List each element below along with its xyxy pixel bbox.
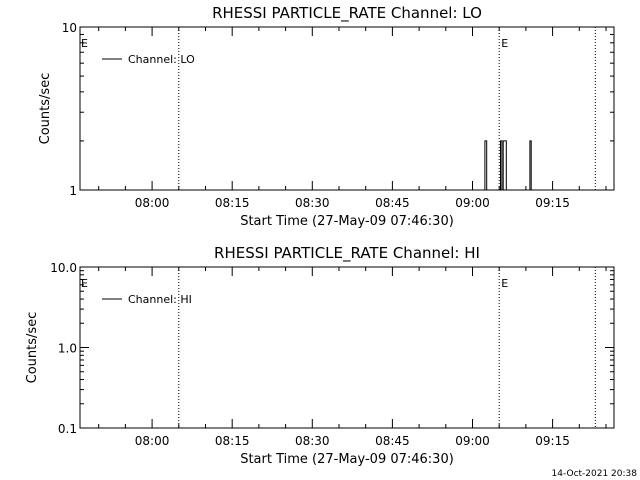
hi-y-tick-label: 10.0 xyxy=(50,261,77,275)
lo-x-tick-label: 08:15 xyxy=(215,196,250,210)
hi-y-axis-label: Counts/sec xyxy=(25,312,40,384)
lo-series-line xyxy=(483,140,532,191)
lo-legend-label: Channel: LO xyxy=(128,53,195,66)
hi-event-marker-label: E xyxy=(501,277,508,290)
hi-y-tick-label: 1.0 xyxy=(58,342,77,356)
lo-x-tick-label: 08:00 xyxy=(135,196,170,210)
lo-y-tick-label: 1 xyxy=(69,184,77,198)
lo-x-tick-label: 09:00 xyxy=(455,196,490,210)
hi-x-tick-label: 08:45 xyxy=(375,434,410,448)
lo-event-marker-label: E xyxy=(501,37,508,50)
hi-y-tick-label: 0.1 xyxy=(58,422,77,436)
footer-timestamp: 14-Oct-2021 20:38 xyxy=(552,469,638,479)
hi-legend-label: Channel: HI xyxy=(128,293,192,306)
hi-chart-title: RHESSI PARTICLE_RATE Channel: HI xyxy=(214,244,480,263)
lo-y-tick-label: 10 xyxy=(62,21,77,35)
hi-x-axis-label: Start Time (27-May-09 07:46:30) xyxy=(240,452,454,467)
lo-x-tick-label: 08:45 xyxy=(375,196,410,210)
hi-plot-frame xyxy=(79,266,615,429)
hi-x-tick-label: 09:15 xyxy=(535,434,570,448)
lo-event-marker-label: E xyxy=(81,37,88,50)
lo-x-tick-label: 08:30 xyxy=(295,196,330,210)
lo-x-tick-label: 09:15 xyxy=(535,196,570,210)
hi-x-tick-label: 08:30 xyxy=(295,434,330,448)
hi-x-tick-label: 08:15 xyxy=(215,434,250,448)
lo-chart-title: RHESSI PARTICLE_RATE Channel: LO xyxy=(212,4,482,23)
hi-x-tick-label: 09:00 xyxy=(455,434,490,448)
hi-x-tick-label: 08:00 xyxy=(135,434,170,448)
lo-channel-panel: RHESSI PARTICLE_RATE Channel: LO Start Ti… xyxy=(38,4,615,229)
lo-plot-frame xyxy=(79,26,615,191)
lo-x-axis-label: Start Time (27-May-09 07:46:30) xyxy=(240,214,454,229)
hi-event-marker-label: E xyxy=(81,277,88,290)
lo-y-axis-label: Counts/sec xyxy=(38,73,53,145)
hi-channel-panel: RHESSI PARTICLE_RATE Channel: HI Start Ti… xyxy=(25,244,615,467)
